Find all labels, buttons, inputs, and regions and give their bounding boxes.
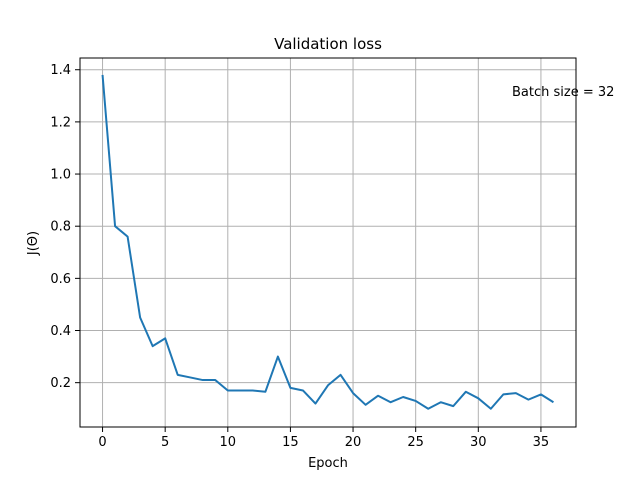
x-tick-label: 35 bbox=[533, 435, 550, 450]
y-tick-label: 1.2 bbox=[50, 115, 71, 130]
annotation-batch-size: Batch size = 32 bbox=[512, 85, 614, 100]
y-axis-label: J(Θ) bbox=[26, 231, 41, 256]
x-tick-label: 15 bbox=[282, 435, 299, 450]
y-tick-label: 0.2 bbox=[50, 376, 71, 391]
x-tick-label: 20 bbox=[345, 435, 362, 450]
y-axis-ticks: 0.2 0.4 0.6 0.8 1.0 1.2 1.4 bbox=[50, 63, 80, 391]
axes-frame bbox=[79, 57, 577, 428]
y-tick-label: 1.4 bbox=[50, 63, 71, 78]
x-tick-label: 10 bbox=[220, 435, 237, 450]
x-tick-label: 30 bbox=[470, 435, 487, 450]
grid bbox=[80, 58, 576, 427]
y-tick-label: 1.0 bbox=[50, 168, 71, 183]
plot-area bbox=[101, 74, 554, 410]
y-tick-label: 0.8 bbox=[50, 220, 71, 235]
y-tick-label: 0.4 bbox=[50, 324, 71, 339]
series-line-0 bbox=[101, 74, 554, 410]
x-axis-label: Epoch bbox=[308, 456, 348, 471]
x-tick-label: 0 bbox=[98, 435, 106, 450]
x-tick-label: 5 bbox=[161, 435, 169, 450]
chart-title: Validation loss bbox=[274, 35, 382, 53]
y-tick-label: 0.6 bbox=[50, 272, 71, 287]
x-axis-ticks: 0 5 10 15 20 25 30 35 bbox=[98, 427, 549, 450]
x-tick-label: 25 bbox=[407, 435, 424, 450]
